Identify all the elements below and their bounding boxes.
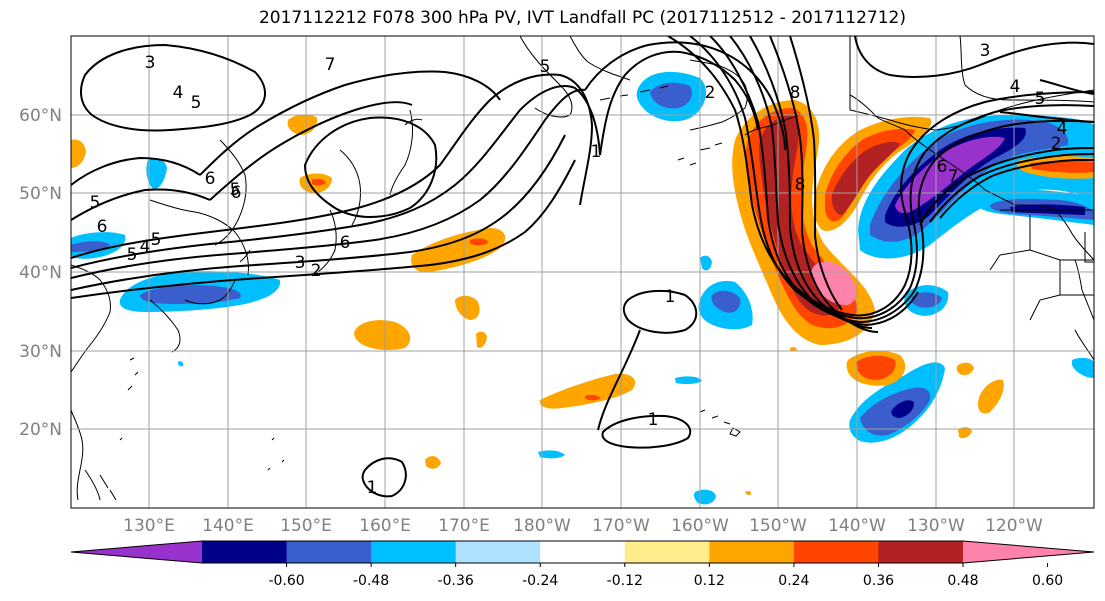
contour-labels: 3 4 5 7 6 5 5 6 5 4 5 6 3 2 1 1 1 1 2 5 …	[90, 41, 1068, 498]
pv-contours	[71, 36, 1094, 498]
colorbar-cell	[540, 541, 626, 563]
contour-label: 8	[795, 175, 806, 195]
longitude-label: 140°E	[202, 516, 254, 536]
contour-label: 1	[367, 478, 378, 498]
colorbar-cell	[624, 541, 710, 563]
map-title: 2017112212 F078 300 hPa PV, IVT Landfall…	[258, 8, 906, 28]
colorbar-tick-label: -0.60	[268, 573, 304, 589]
contour-label: 6	[97, 217, 108, 237]
contour-label: 5	[540, 57, 551, 77]
contour-label: 5	[1035, 89, 1046, 109]
colorbar-cell	[371, 541, 457, 563]
positive-anomaly-shading	[71, 100, 1094, 496]
contour-label: 5	[191, 93, 202, 113]
colorbar-cells	[70, 540, 1095, 564]
colorbar-tick-label: 0.24	[778, 573, 809, 589]
colorbar-tick-label: 0.48	[947, 573, 978, 589]
contour-label: 8	[790, 83, 801, 103]
longitude-label: 150°W	[749, 516, 807, 536]
colorbar-tick-label: 0.36	[863, 573, 894, 589]
contour-label: 3	[295, 253, 306, 273]
colorbar-cell	[286, 541, 372, 563]
latitude-label: 50°N	[19, 184, 62, 204]
colorbar-tick-label: -0.36	[438, 573, 474, 589]
contour-label: 2	[311, 261, 322, 281]
colorbar-tick-label: -0.12	[607, 573, 643, 589]
contour-label: 2	[705, 83, 716, 103]
colorbar-tick-label: 0.60	[1032, 573, 1063, 589]
longitude-label: 180°W	[513, 516, 571, 536]
colorbar-cell	[963, 541, 1094, 563]
latitude-label: 30°N	[19, 342, 62, 362]
longitude-label: 170°W	[592, 516, 650, 536]
longitude-label: 140°W	[828, 516, 886, 536]
contour-label: 3	[145, 53, 156, 73]
contour-label: 5	[230, 180, 241, 200]
contour-label: 1	[665, 287, 676, 307]
colorbar-tick-label: -0.48	[353, 573, 389, 589]
longitude-label: 120°W	[985, 516, 1043, 536]
map-frame	[70, 35, 1095, 509]
colorbar-ticks	[286, 563, 1049, 567]
colorbar-cell	[878, 541, 964, 563]
contour-label: 5	[127, 245, 138, 265]
contour-label: 7	[325, 55, 336, 75]
colorbar-tick-label: -0.24	[522, 573, 558, 589]
latitude-label: 60°N	[19, 106, 62, 126]
contour-label: 4	[1010, 77, 1021, 97]
longitude-label: 160°E	[359, 516, 411, 536]
negative-anomaly-shading	[71, 71, 1094, 505]
colorbar-cell	[71, 541, 202, 563]
graticule	[71, 36, 1094, 508]
contour-label: 2	[1051, 134, 1062, 154]
contour-label: 6	[205, 169, 216, 189]
colorbar-cell	[455, 541, 541, 563]
colorbar-labels: -0.60 -0.48 -0.36 -0.24 -0.12 0.12 0.24 0.36 0.4…	[268, 573, 1063, 589]
colorbar-cell	[202, 541, 288, 563]
colorbar-tick-label: 0.12	[694, 573, 725, 589]
latitude-label: 20°N	[19, 420, 62, 440]
latitude-axis: 60°N 50°N 40°N 30°N 20°N	[19, 106, 62, 440]
longitude-label: 130°W	[907, 516, 965, 536]
colorbar-cell	[709, 541, 795, 563]
colorbar: -0.60 -0.48 -0.36 -0.24 -0.12 0.12 0.24 0.36 0.4…	[70, 540, 1095, 589]
colorbar-cell	[793, 541, 879, 563]
contour-label: 6	[937, 157, 948, 177]
longitude-label: 150°E	[280, 516, 332, 536]
contour-label: 6	[231, 183, 242, 203]
contour-label: 7	[948, 167, 959, 187]
colorbar-outline	[70, 540, 1095, 564]
longitude-label: 130°E	[123, 516, 175, 536]
map-plot-area: 3 4 5 7 6 5 5 6 5 4 5 6 3 2 1 1 1 1 2 5 …	[71, 36, 1094, 508]
contour-label: 4	[173, 83, 184, 103]
contour-label: 5	[151, 230, 162, 250]
contour-label: 1	[591, 142, 602, 162]
contour-label: 3	[980, 41, 991, 61]
contour-label: 6	[340, 233, 351, 253]
longitude-label: 160°W	[671, 516, 729, 536]
contour-label: 5	[90, 193, 101, 213]
longitude-label: 170°E	[438, 516, 490, 536]
contour-label: 4	[140, 237, 151, 257]
longitude-axis: 130°E 140°E 150°E 160°E 170°E 180°W 170°…	[123, 516, 1043, 536]
latitude-label: 40°N	[19, 263, 62, 283]
contour-label: 4	[1057, 119, 1068, 139]
contour-label: 1	[648, 410, 659, 430]
coastlines	[71, 36, 1094, 501]
